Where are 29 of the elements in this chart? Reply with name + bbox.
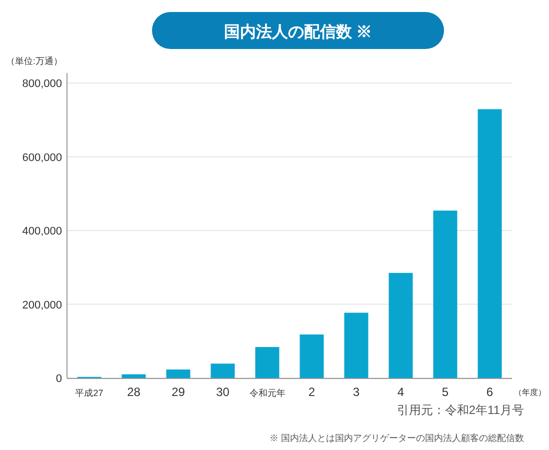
x-tick-label: 4 xyxy=(397,385,404,399)
chart-title: 国内法人の配信数 ※ xyxy=(224,23,372,41)
y-tick-label: 400,000 xyxy=(22,226,62,238)
y-tick-label: 800,000 xyxy=(22,78,62,90)
y-tick-label: 600,000 xyxy=(22,152,62,164)
y-tick-label: 200,000 xyxy=(22,299,62,312)
bar xyxy=(122,374,146,378)
x-tick-label: 29 xyxy=(172,385,186,399)
bar xyxy=(300,334,324,378)
x-tick-label: 令和元年 xyxy=(249,388,286,398)
y-tick-label: 0 xyxy=(56,373,62,385)
bar xyxy=(166,370,190,378)
x-tick-label: 2 xyxy=(308,385,316,399)
bar xyxy=(210,364,235,378)
text: 引用元：令和2年11月号 xyxy=(396,403,524,417)
x-tick-label: 6 xyxy=(486,385,494,399)
text: ※ 国内法人とは国内アグリゲーターの国内法人顧客の総配信数 xyxy=(269,433,524,443)
bar xyxy=(388,272,413,378)
bar xyxy=(344,312,368,378)
bar xyxy=(433,210,458,378)
x-tick-label: 平成27 xyxy=(75,388,104,398)
x-tick-label: 28 xyxy=(127,385,141,399)
bar xyxy=(478,109,502,378)
x-tick-label: 3 xyxy=(352,385,360,399)
bar xyxy=(255,347,280,378)
x-tick-label: 5 xyxy=(442,385,449,399)
y-axis-title: （単位:万通） xyxy=(6,56,63,66)
x-tick-label: 30 xyxy=(216,385,230,399)
x-axis-title: （年度） xyxy=(514,388,546,397)
